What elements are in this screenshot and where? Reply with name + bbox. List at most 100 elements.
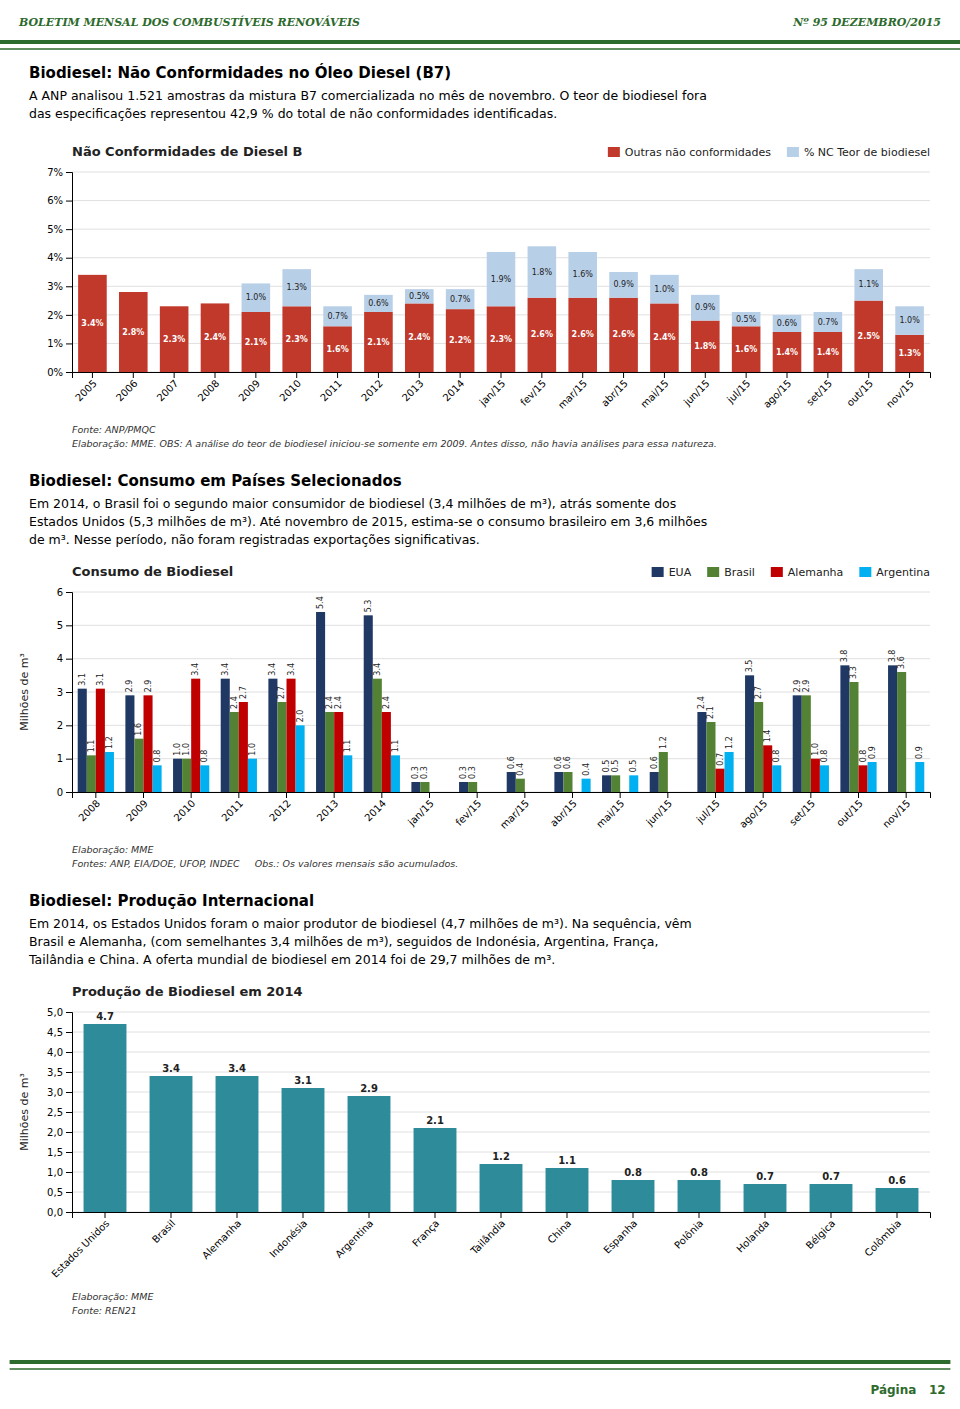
x-tick: mar/15 bbox=[498, 792, 531, 831]
data-label: 0.7 bbox=[822, 1171, 840, 1182]
y-tick: 5% bbox=[47, 224, 72, 235]
x-tick-label: 2005 bbox=[73, 378, 99, 404]
bar bbox=[745, 675, 754, 792]
x-tick-label: Estados Unidos bbox=[49, 1218, 111, 1280]
y-tick-label: 2% bbox=[47, 310, 63, 321]
x-tick-label: ago/15 bbox=[737, 798, 769, 830]
chart-note: Fonte: ANP/PMQC bbox=[72, 424, 156, 435]
bar bbox=[568, 252, 597, 298]
x-tick-label: fev/15 bbox=[518, 378, 548, 408]
data-label: 1.1% bbox=[859, 280, 880, 289]
data-label: 0.6 bbox=[650, 756, 659, 769]
x-tick-label: Brasil bbox=[150, 1218, 177, 1245]
x-tick-label: mai/15 bbox=[638, 378, 670, 410]
data-label: 2.2% bbox=[449, 336, 471, 345]
bar bbox=[150, 1076, 193, 1212]
y-tick: 2,0 bbox=[47, 1127, 72, 1138]
section-text: Em 2014, os Estados Unidos foram o maior… bbox=[29, 916, 692, 931]
bar bbox=[525, 792, 534, 793]
y-tick: 0,0 bbox=[47, 1207, 72, 1218]
bar bbox=[611, 775, 620, 792]
bar bbox=[568, 298, 597, 372]
y-tick-mark bbox=[66, 1092, 72, 1093]
header-rule bbox=[0, 40, 960, 44]
x-tick-label: mar/15 bbox=[498, 798, 531, 831]
data-label: 0.7% bbox=[818, 318, 839, 327]
x-tick: Tailândia bbox=[468, 1212, 507, 1257]
legend-item: Brasil bbox=[707, 566, 755, 579]
header: BOLETIM MENSAL DOS COMBUSTÍVEIS RENOVÁVE… bbox=[0, 15, 960, 49]
bar bbox=[364, 295, 393, 312]
grid-line bbox=[72, 658, 930, 659]
x-tick: 2008 bbox=[196, 372, 222, 403]
x-tick: Brasil bbox=[150, 1212, 177, 1245]
x-tick-mark bbox=[787, 372, 788, 378]
y-axis-title: Milhões de m³ bbox=[18, 653, 31, 731]
data-label: 0.7 bbox=[716, 753, 725, 766]
data-label: 3.6 bbox=[897, 656, 906, 669]
y-tick-label: 5% bbox=[47, 224, 63, 235]
x-tick-mark bbox=[334, 792, 335, 798]
x-tick: Espanha bbox=[601, 1212, 639, 1256]
x-tick-label: Indonésia bbox=[267, 1218, 309, 1260]
bar bbox=[773, 315, 802, 332]
bar bbox=[697, 712, 706, 792]
chart-note: Fontes: ANP, EIA/DOE, UFOP, INDEC Obs.: … bbox=[72, 858, 458, 869]
x-tick: 2008 bbox=[76, 792, 102, 823]
y-tick-mark bbox=[66, 258, 72, 259]
y-tick-label: 3% bbox=[47, 281, 63, 292]
y-tick-label: 3 bbox=[57, 687, 63, 698]
bar bbox=[268, 679, 277, 792]
bar bbox=[859, 765, 868, 792]
data-label: 3.4 bbox=[287, 663, 296, 676]
x-tick-label: jan/15 bbox=[405, 798, 436, 829]
x-tick-label: jul/15 bbox=[694, 798, 722, 826]
bar bbox=[119, 292, 148, 293]
x-axis: 2005200620072008200920102011201220132014… bbox=[73, 372, 931, 411]
y-tick-label: 4,0 bbox=[47, 1047, 63, 1058]
y-tick-mark bbox=[66, 1112, 72, 1113]
legend-swatch bbox=[771, 567, 783, 577]
x-tick-mark bbox=[143, 792, 144, 798]
bar bbox=[811, 759, 820, 792]
x-tick: 2013 bbox=[400, 372, 426, 403]
chart: 3.4%2.8%2.3%2.4%2.1%2.3%1.6%2.1%2.4%2.2%… bbox=[47, 167, 930, 411]
data-label: 2.6% bbox=[572, 330, 594, 339]
y-tick-label: 1,0 bbox=[47, 1167, 63, 1178]
x-tick-mark bbox=[255, 372, 256, 378]
y-tick: 1,5 bbox=[47, 1147, 72, 1158]
x-tick-mark bbox=[524, 792, 525, 798]
x-tick-mark bbox=[296, 372, 297, 378]
data-label: 5.3 bbox=[364, 600, 373, 613]
data-label: 2.4 bbox=[334, 696, 343, 709]
data-label: 1.0 bbox=[173, 743, 182, 756]
x-tick-label: 2011 bbox=[219, 798, 245, 824]
bar bbox=[668, 792, 677, 793]
data-label: 1.6 bbox=[134, 723, 143, 736]
x-tick-mark bbox=[171, 1212, 172, 1218]
data-label: 2.4% bbox=[408, 333, 430, 342]
data-label: 0.6% bbox=[368, 299, 389, 308]
x-tick: 2011 bbox=[219, 792, 245, 823]
bar bbox=[78, 275, 107, 372]
bar bbox=[119, 292, 148, 372]
x-tick-label: nov/15 bbox=[880, 798, 912, 830]
y-tick-mark bbox=[66, 201, 72, 202]
x-tick-mark bbox=[215, 372, 216, 378]
bar bbox=[430, 792, 439, 793]
data-label: 2.3% bbox=[163, 335, 185, 344]
data-label: 2.6% bbox=[612, 330, 634, 339]
y-tick-label: 6% bbox=[47, 195, 63, 206]
x-tick-label: Alemanha bbox=[200, 1218, 243, 1261]
y-tick-label: 2,0 bbox=[47, 1127, 63, 1138]
bar bbox=[201, 303, 230, 304]
legend-label: Brasil bbox=[724, 566, 755, 579]
data-label: 2.3% bbox=[286, 335, 308, 344]
y-tick-label: 1 bbox=[57, 753, 63, 764]
data-label: 2.9 bbox=[360, 1083, 378, 1094]
x-tick: fev/15 bbox=[453, 792, 483, 828]
legend-item: Argentina bbox=[859, 566, 930, 579]
bar bbox=[414, 1128, 457, 1212]
data-label: 0.7% bbox=[450, 295, 471, 304]
data-label: 0.3 bbox=[420, 766, 429, 779]
